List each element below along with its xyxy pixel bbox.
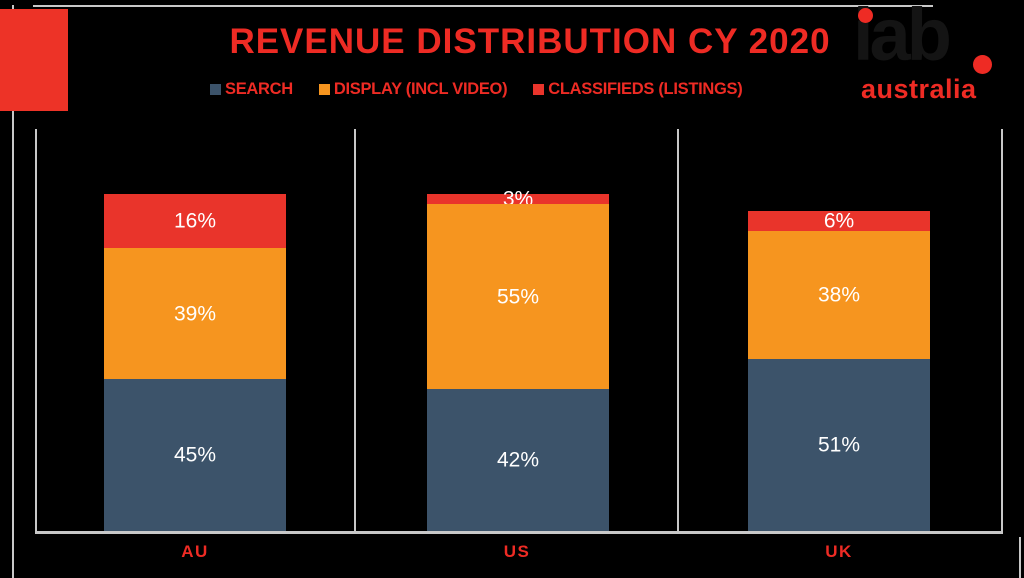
segment-value-label: 45% [173,443,217,467]
iab-logo-i-dot-icon [858,8,873,23]
bar-uk: 6% 38% 51% [748,211,930,531]
segment-au-search: 45% [104,379,286,531]
iab-australia-logo: iab australia [851,0,1023,108]
segment-value-label: 6% [823,209,855,233]
legend-swatch-icon [210,84,221,95]
legend-item-search: SEARCH [210,80,293,99]
segment-value-label: 38% [817,283,861,307]
plot-border-right [1001,129,1003,531]
segment-value-label: 39% [173,302,217,325]
legend-item-classifieds-listings: CLASSIFIEDS (LISTINGS) [533,80,743,99]
legend-label: CLASSIFIEDS (LISTINGS) [548,80,743,98]
legend-label: SEARCH [225,80,293,98]
segment-value-label: 42% [496,448,540,472]
segment-us-classifieds-listings: 3% [427,189,609,210]
legend: SEARCH DISPLAY (INCL VIDEO) CLASSIFIEDS (L… [210,80,743,99]
accent-square [0,9,68,111]
segment-au-classifieds-listings: 16% [104,194,286,248]
iab-logo-period-icon [973,55,992,74]
segment-value-label: 51% [817,433,861,457]
panel-separator-2 [677,129,679,531]
frame-line-top [33,5,933,7]
segment-uk-display-incl-video: 38% [748,231,930,359]
x-axis-labels: AU US UK [0,542,1024,564]
plot-area: 16% 39% 45% 3% 55% 42% 6% 38% 51% [35,129,1003,531]
segment-uk-search: 51% [748,359,930,531]
axis-label-uk: UK [825,542,853,561]
legend-swatch-icon [318,84,330,95]
legend-label: DISPLAY (INCL VIDEO) [333,80,508,98]
segment-au-display-incl-video: 39% [104,248,286,379]
axis-label-au: AU [181,542,209,561]
segment-us-search: 42% [427,389,609,531]
iab-logo-australia: australia [861,74,977,104]
bar-us: 3% 55% 42% [427,189,609,531]
panel-separator-1 [354,129,356,531]
segment-uk-classifieds-listings: 6% [748,209,930,233]
legend-item-display-incl-video: DISPLAY (INCL VIDEO) [318,80,508,99]
chart-title: REVENUE DISTRIBUTION CY 2020 [229,22,831,61]
segment-value-label: 55% [496,285,540,308]
frame-line-left [12,5,14,578]
legend-swatch-icon [533,84,545,95]
segment-value-label: 16% [173,209,217,233]
frame-line-bottom-right [1019,537,1021,578]
x-axis-baseline [35,531,1003,534]
plot-border-left [35,129,37,531]
segment-us-display-incl-video: 55% [427,204,609,389]
bar-au: 16% 39% 45% [104,194,286,531]
axis-label-us: US [503,542,531,561]
